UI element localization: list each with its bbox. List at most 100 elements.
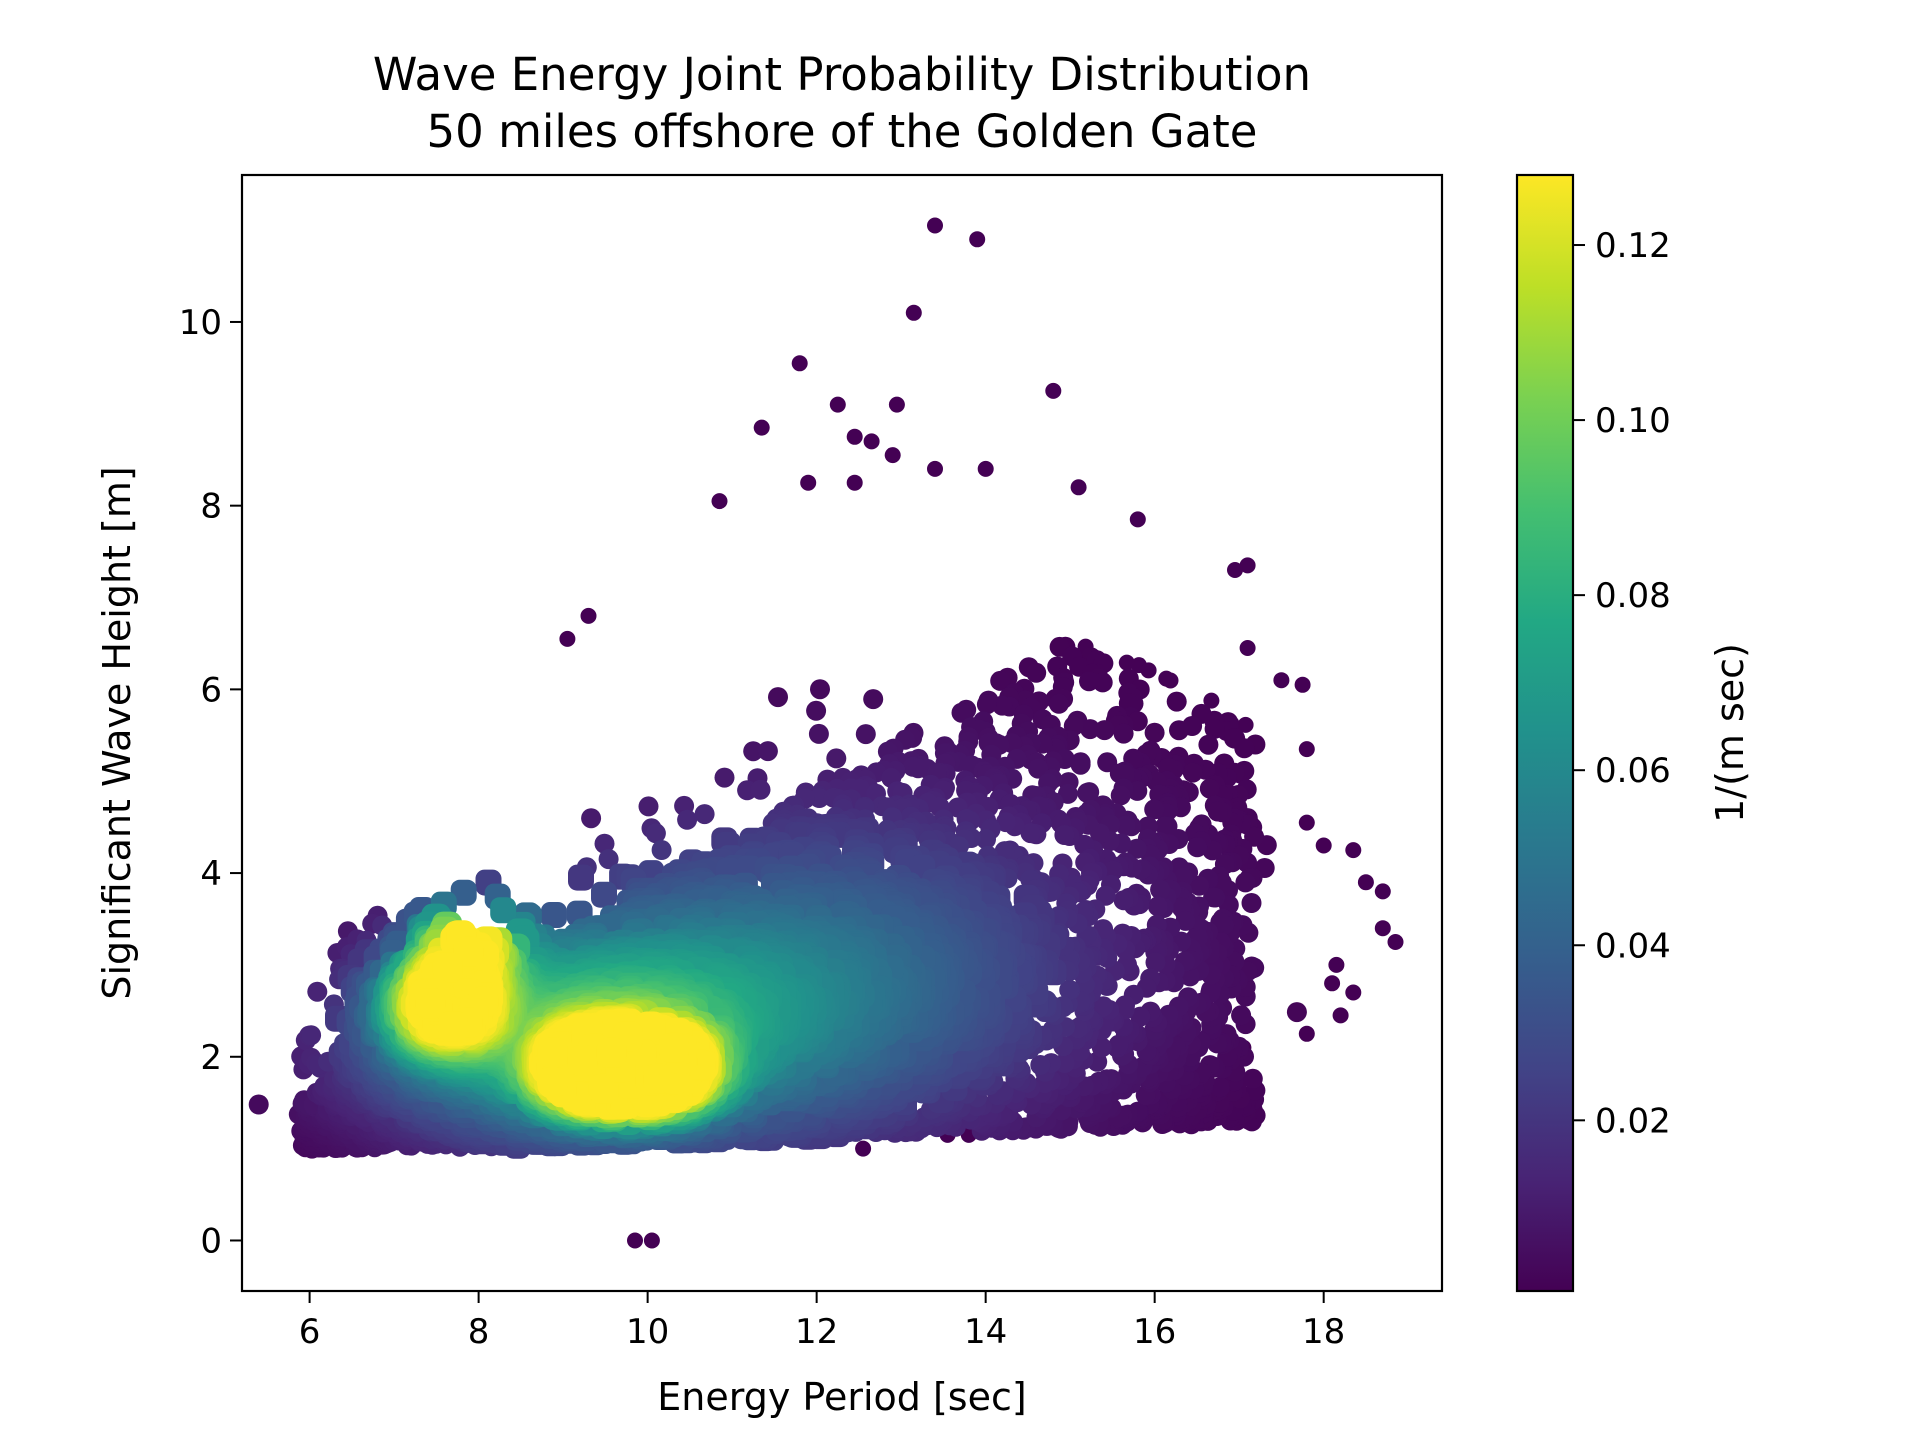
scatter-point [307, 981, 328, 1002]
scatter-points [248, 217, 1404, 1249]
scatter-point [1028, 758, 1049, 779]
scatter-point [1231, 1005, 1252, 1026]
scatter-point [977, 460, 994, 477]
scatter-point [1203, 692, 1220, 709]
scatter-point [995, 812, 1016, 833]
scatter-point [1144, 799, 1165, 820]
scatter-point [757, 741, 778, 762]
scatter-point [951, 702, 972, 723]
scatter-point [810, 679, 830, 700]
scatter-point [1147, 896, 1168, 917]
scatter-point [806, 700, 827, 721]
scatter-point [1199, 778, 1220, 799]
scatter-point [559, 630, 576, 647]
scatter-point [627, 1232, 643, 1249]
scatter-point [1345, 984, 1362, 1001]
scatter-point [1198, 734, 1219, 755]
scatter-point [1328, 956, 1345, 973]
scatter-point [826, 748, 847, 769]
scatter-point [976, 829, 996, 850]
scatter-point [1026, 662, 1047, 683]
scatter-point [248, 1094, 269, 1115]
scatter-point [568, 864, 594, 891]
scatter-point [969, 231, 986, 248]
scatter-point [677, 809, 698, 830]
scatter-point [1182, 762, 1203, 783]
scatter-point [905, 304, 922, 321]
scatter-point [450, 879, 477, 906]
scatter-point [1094, 720, 1115, 741]
scatter-point [1070, 754, 1091, 775]
scatter-point [800, 474, 817, 491]
scatter-point [1080, 719, 1101, 740]
scatter-point [1294, 676, 1311, 693]
scatter-point [638, 796, 659, 817]
scatter-point [1095, 885, 1116, 906]
scatter-point [540, 902, 567, 928]
scatter-point [594, 833, 615, 854]
scatter-point [1315, 837, 1332, 854]
scatter-point [301, 1025, 322, 1046]
scatter-point [1070, 479, 1087, 496]
scatter-point [1045, 382, 1062, 399]
scatter-point [908, 758, 929, 779]
scatter-point [753, 419, 770, 436]
chart-title-line-1: Wave Energy Joint Probability Distributi… [373, 48, 1311, 101]
scatter-point [1020, 823, 1041, 844]
scatter-point [1235, 872, 1256, 893]
scatter-point [1169, 720, 1189, 741]
scatter-point [1324, 975, 1341, 992]
scatter-point [643, 1232, 660, 1249]
scatter-point [1345, 842, 1362, 859]
scatter-point [808, 723, 829, 744]
scatter-point [1209, 1077, 1230, 1098]
scatter-point [1054, 825, 1075, 845]
scatter-point [1298, 1025, 1315, 1042]
scatter-point [1286, 1002, 1307, 1023]
scatter-point [1298, 741, 1315, 758]
scatter-point [1189, 875, 1210, 896]
scatter-point [1204, 718, 1225, 739]
scatter-point [1115, 815, 1136, 836]
scatter-point [1030, 1055, 1051, 1075]
scatter-point [1108, 1034, 1129, 1055]
scatter-point [829, 396, 846, 413]
scatter-point [1118, 654, 1135, 671]
scatter-point [791, 355, 808, 372]
scatter-point [743, 741, 764, 762]
scatter-point [1374, 920, 1391, 937]
scatter-point [598, 849, 619, 870]
scatter-point [1241, 893, 1262, 913]
scatter-point [1237, 716, 1254, 733]
scatter-point [1115, 995, 1135, 1016]
scatter-point [888, 396, 905, 413]
scatter-point [1298, 814, 1315, 831]
scatter-point [1166, 691, 1187, 712]
scatter-point [1144, 722, 1165, 743]
scatter-point [750, 779, 771, 800]
scatter-point [976, 694, 997, 715]
scatter-point [863, 689, 884, 710]
scatter-point [581, 808, 602, 829]
scatter-point [694, 804, 715, 825]
scatter-point [1239, 557, 1256, 574]
scatter-point [855, 1140, 872, 1157]
scatter-point [645, 823, 666, 844]
scatter-point [855, 724, 876, 745]
scatter-point [1234, 738, 1255, 759]
scatter-point [1242, 1068, 1263, 1089]
scatter-point [1130, 1006, 1151, 1027]
scatter-point [927, 217, 943, 234]
scatter-point [1227, 562, 1243, 578]
scatter-point [863, 433, 880, 450]
scatter-point [591, 881, 617, 908]
scatter-point [846, 474, 863, 491]
scatter-point [1387, 934, 1404, 950]
scatter-point [1374, 883, 1391, 900]
chart-title: Wave Energy Joint Probability Distributi… [373, 48, 1311, 158]
scatter-point [1048, 693, 1069, 714]
scatter-point [809, 788, 830, 808]
scatter-point [1145, 952, 1166, 973]
scatter-point [651, 840, 672, 860]
